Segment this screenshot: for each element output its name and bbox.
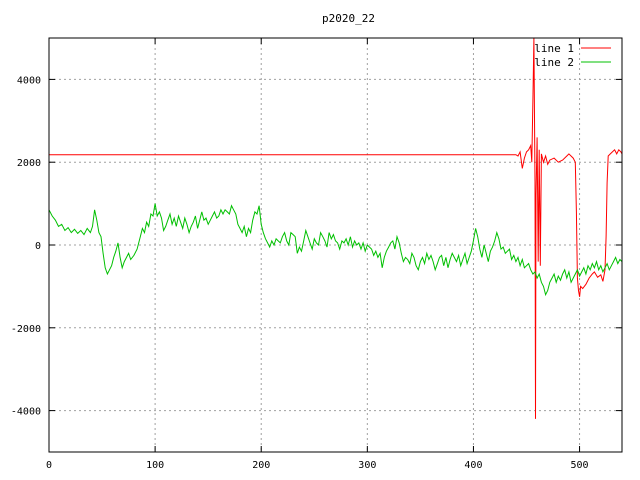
x-tick-label: 100 bbox=[146, 460, 164, 471]
x-tick-label: 0 bbox=[46, 460, 52, 471]
y-tick-label: -4000 bbox=[11, 407, 41, 418]
series-layer bbox=[48, 37, 623, 419]
grid bbox=[49, 38, 622, 452]
series-line-2 bbox=[48, 203, 623, 297]
series-line-1 bbox=[49, 37, 623, 419]
legend-label-1: line 1 bbox=[534, 42, 574, 55]
x-tick-label: 200 bbox=[252, 460, 270, 471]
axis-ticks: 0 100 200 300 400 500 -4000 -2000 0 2000 4000 bbox=[11, 38, 622, 471]
y-tick-label: 4000 bbox=[17, 75, 41, 86]
y-tick-label: 0 bbox=[35, 241, 41, 252]
x-tick-label: 400 bbox=[464, 460, 482, 471]
y-tick-label: 2000 bbox=[17, 158, 41, 169]
legend-label-2: line 2 bbox=[534, 56, 574, 69]
y-tick-label: -2000 bbox=[11, 324, 41, 335]
x-tick-label: 300 bbox=[358, 460, 376, 471]
x-tick-label: 500 bbox=[571, 460, 589, 471]
chart-title: p2020_22 bbox=[322, 12, 375, 25]
